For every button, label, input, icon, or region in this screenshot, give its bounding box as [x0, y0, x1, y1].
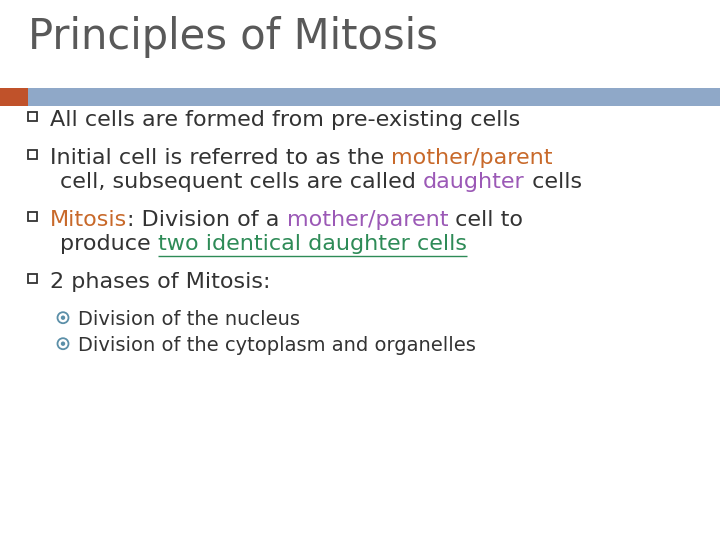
Bar [28, 150, 37, 159]
Text: cells: cells [525, 172, 582, 192]
Text: Principles of Mitosis: Principles of Mitosis [28, 16, 438, 58]
Text: two identical daughter cells: two identical daughter cells [158, 234, 467, 254]
Text: mother/parent: mother/parent [287, 210, 449, 230]
Text: daughter: daughter [423, 172, 525, 192]
Text: Division of the cytoplasm and organelles: Division of the cytoplasm and organelles [78, 336, 476, 355]
Text: Mitosis: Mitosis [50, 210, 127, 230]
Circle shape [60, 315, 66, 320]
Circle shape [60, 341, 66, 346]
Bar [28, 274, 37, 283]
Text: mother/parent: mother/parent [391, 148, 553, 168]
Text: All cells are formed from pre-existing cells: All cells are formed from pre-existing c… [50, 110, 521, 130]
Text: cell, subsequent cells are called: cell, subsequent cells are called [60, 172, 423, 192]
Text: cell to: cell to [449, 210, 523, 230]
Bar [28, 212, 37, 221]
Text: : Division of a: : Division of a [127, 210, 287, 230]
Bar [28, 112, 37, 121]
Bar [0, 88, 28, 106]
Bar [0, 88, 720, 106]
Text: 2 phases of Mitosis:: 2 phases of Mitosis: [50, 272, 271, 292]
Text: Division of the nucleus: Division of the nucleus [78, 310, 300, 329]
Text: Initial cell is referred to as the: Initial cell is referred to as the [50, 148, 391, 168]
Text: produce: produce [60, 234, 158, 254]
